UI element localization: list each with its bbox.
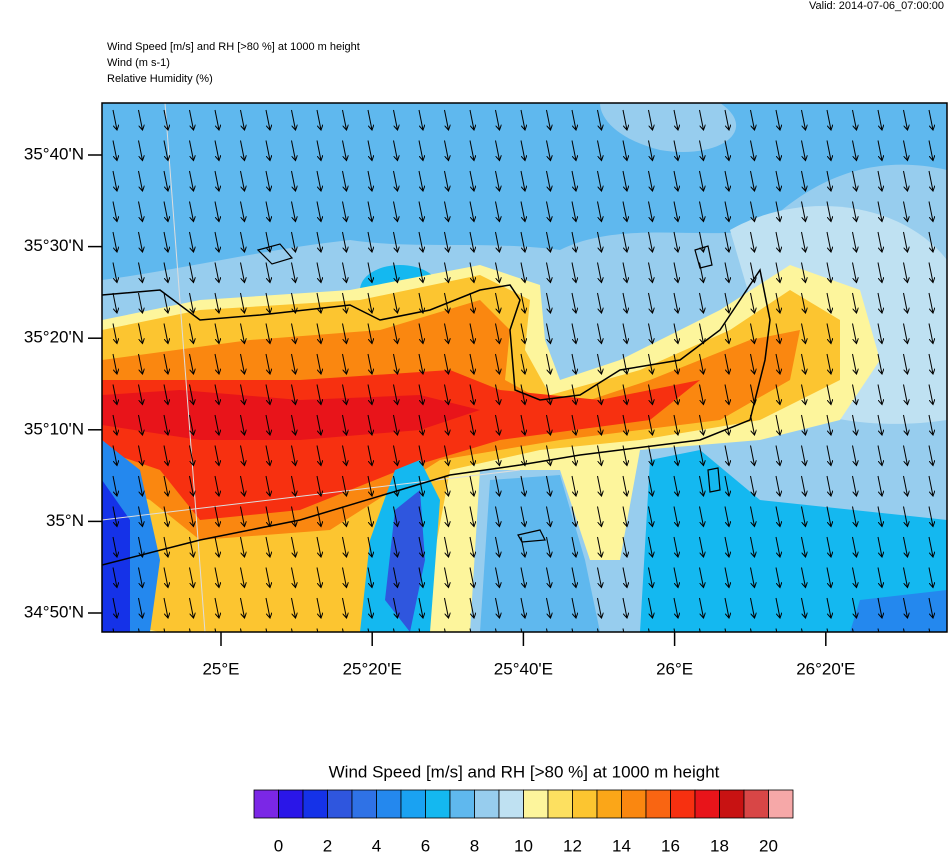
colorbar-tick-label: 18: [710, 836, 729, 854]
colorbar-swatch: [376, 789, 402, 819]
lon-label: 26°E: [656, 659, 693, 678]
lat-label: 35°20'N: [24, 328, 84, 347]
colorbar-swatch: [253, 789, 279, 819]
colorbar-swatch: [719, 789, 745, 819]
colorbar-swatch: [425, 789, 451, 819]
colorbar-swatch: [523, 789, 549, 819]
header-line: Relative Humidity (%): [107, 73, 213, 85]
colorbar-swatch: [547, 789, 573, 819]
lon-label: 25°E: [202, 659, 239, 678]
colorbar-swatch: [572, 789, 598, 819]
colorbar-tick-label: 20: [759, 836, 778, 854]
lon-label: 25°40'E: [494, 659, 553, 678]
colorbar-tick-label: 8: [470, 836, 479, 854]
lat-label: 35°10'N: [24, 419, 84, 438]
map-field: [102, 103, 947, 632]
colorbar-swatch: [621, 789, 647, 819]
colorbar-swatch: [327, 789, 353, 819]
lat-label: 35°N: [46, 511, 84, 530]
colorbar-tick-label: 10: [514, 836, 533, 854]
colorbar-tick-label: 12: [563, 836, 582, 854]
lat-label: 35°40'N: [24, 144, 84, 163]
header-line: Wind (m s-1): [107, 57, 170, 69]
colorbar-swatch: [694, 789, 720, 819]
colorbar-swatch: [596, 789, 622, 819]
colorbar-swatch: [474, 789, 500, 819]
lon-label: 26°20'E: [796, 659, 855, 678]
colorbar-swatch: [645, 789, 671, 819]
colorbar-tick-label: 14: [612, 836, 631, 854]
colorbar-swatch: [498, 789, 524, 819]
colorbar-swatch: [400, 789, 426, 819]
colorbar-swatch: [768, 789, 794, 819]
colorbar-swatch: [449, 789, 475, 819]
lat-label: 35°30'N: [24, 236, 84, 255]
colorbar-tick-label: 16: [661, 836, 680, 854]
colorbar-swatch: [670, 789, 696, 819]
colorbar-tick-label: 2: [323, 836, 332, 854]
valid-time: Valid: 2014-07-06_07:00:00: [809, 0, 944, 12]
lat-label: 34°50'N: [24, 602, 84, 621]
colorbar-title: Wind Speed [m/s] and RH [>80 %] at 1000 …: [329, 762, 720, 781]
map-frame: [101, 102, 948, 633]
colorbar-swatch: [278, 789, 304, 819]
colorbar-tick-label: 4: [372, 836, 381, 854]
colorbar-swatch: [351, 789, 377, 819]
colorbar-tick-label: 6: [421, 836, 430, 854]
lon-label: 25°20'E: [343, 659, 402, 678]
header-line: Wind Speed [m/s] and RH [>80 %] at 1000 …: [107, 41, 360, 53]
colorbar-tick-label: 0: [274, 836, 283, 854]
colorbar-swatch: [302, 789, 328, 819]
colorbar-swatch: [743, 789, 769, 819]
